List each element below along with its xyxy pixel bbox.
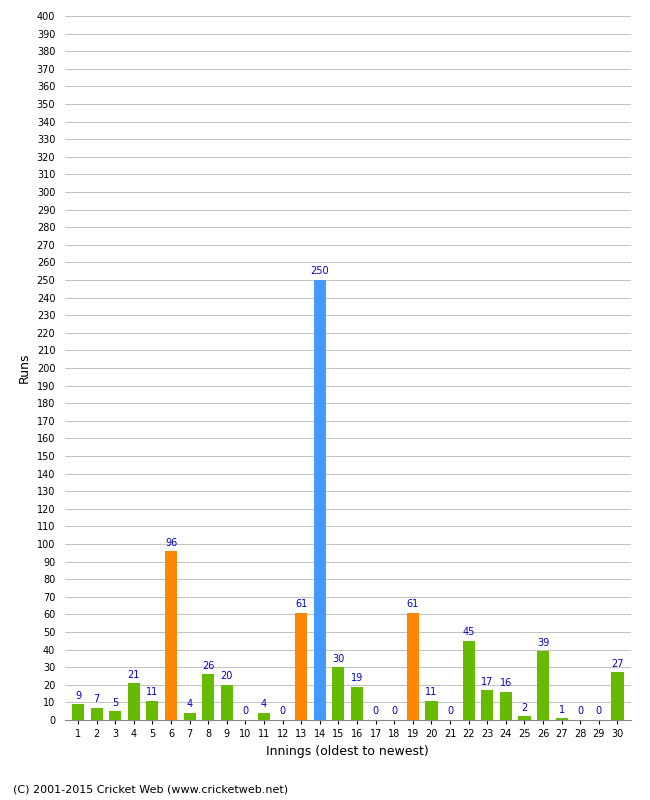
Text: 17: 17 [481, 677, 493, 686]
Y-axis label: Runs: Runs [18, 353, 31, 383]
Text: 0: 0 [447, 706, 453, 717]
Text: 0: 0 [280, 706, 286, 717]
Text: 0: 0 [242, 706, 248, 717]
Text: 0: 0 [391, 706, 397, 717]
Bar [463, 641, 474, 720]
Text: 4: 4 [187, 699, 192, 710]
Text: 9: 9 [75, 690, 81, 701]
Text: 2: 2 [521, 703, 528, 713]
Text: (C) 2001-2015 Cricket Web (www.cricketweb.net): (C) 2001-2015 Cricket Web (www.cricketwe… [13, 784, 288, 794]
Bar [537, 651, 549, 720]
Text: 45: 45 [463, 627, 475, 638]
Bar [221, 685, 233, 720]
Text: 27: 27 [611, 659, 624, 669]
Text: 250: 250 [311, 266, 329, 277]
Bar [407, 613, 419, 720]
Bar [258, 713, 270, 720]
Text: 21: 21 [127, 670, 140, 679]
Text: 0: 0 [372, 706, 379, 717]
Text: 30: 30 [332, 654, 345, 664]
X-axis label: Innings (oldest to newest): Innings (oldest to newest) [266, 745, 429, 758]
Text: 26: 26 [202, 661, 215, 670]
Bar [128, 683, 140, 720]
Text: 39: 39 [537, 638, 549, 648]
Text: 61: 61 [295, 599, 307, 609]
Text: 96: 96 [165, 538, 177, 547]
Bar [202, 674, 215, 720]
Bar [109, 711, 122, 720]
Bar [481, 690, 493, 720]
Bar [295, 613, 307, 720]
Bar [90, 708, 103, 720]
Bar [500, 692, 512, 720]
Text: 4: 4 [261, 699, 267, 710]
Bar [332, 667, 345, 720]
Text: 0: 0 [577, 706, 583, 717]
Text: 61: 61 [407, 599, 419, 609]
Bar [72, 704, 84, 720]
Bar [165, 551, 177, 720]
Bar [612, 673, 623, 720]
Bar [425, 701, 437, 720]
Text: 11: 11 [425, 687, 437, 697]
Bar [314, 280, 326, 720]
Text: 0: 0 [596, 706, 602, 717]
Text: 19: 19 [351, 673, 363, 683]
Bar [183, 713, 196, 720]
Bar [556, 718, 567, 720]
Text: 7: 7 [94, 694, 99, 704]
Bar [519, 717, 530, 720]
Text: 11: 11 [146, 687, 159, 697]
Text: 5: 5 [112, 698, 118, 708]
Bar [146, 701, 159, 720]
Text: 16: 16 [500, 678, 512, 688]
Text: 1: 1 [558, 705, 565, 714]
Bar [351, 686, 363, 720]
Text: 20: 20 [220, 671, 233, 682]
